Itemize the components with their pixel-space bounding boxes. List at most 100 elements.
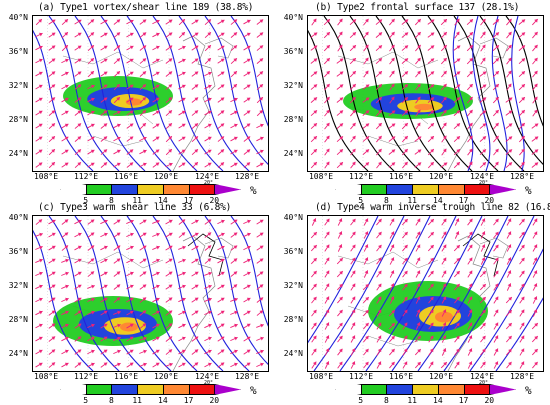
coastline bbox=[479, 237, 509, 259]
wind-vector bbox=[350, 161, 356, 169]
wind-vector-head bbox=[90, 32, 94, 36]
wind-vector-head bbox=[51, 362, 56, 366]
wind-vector bbox=[480, 335, 486, 343]
wind-vector-head bbox=[51, 58, 56, 62]
wind-vector bbox=[48, 284, 56, 290]
colorbar-unit: % bbox=[525, 384, 532, 397]
wind-vector bbox=[454, 361, 460, 369]
wind-vector-head bbox=[91, 323, 95, 328]
wind-vector bbox=[113, 19, 121, 25]
wind-vector-head bbox=[430, 219, 434, 223]
wind-vector-head bbox=[430, 309, 434, 314]
wind-vector-head bbox=[364, 270, 369, 274]
wind-vector bbox=[376, 135, 382, 143]
wind-vector-head bbox=[456, 71, 461, 75]
streamline bbox=[323, 16, 395, 171]
wind-vector-head bbox=[168, 136, 172, 140]
wind-vector-head bbox=[338, 44, 343, 49]
wind-vector-head bbox=[117, 349, 121, 354]
wind-vector-head bbox=[442, 270, 447, 275]
wind-vector-head bbox=[129, 162, 134, 166]
wind-vector bbox=[87, 149, 95, 155]
coastline bbox=[447, 35, 491, 171]
wind-vector bbox=[217, 297, 225, 303]
lon-label: 124°E bbox=[469, 172, 495, 181]
wind-vector-head bbox=[220, 149, 225, 153]
wind-vector-head bbox=[142, 310, 147, 314]
wind-vector-head bbox=[339, 335, 343, 340]
wind-vector bbox=[505, 296, 513, 304]
wind-vector-head bbox=[404, 136, 408, 140]
wind-vector-head bbox=[325, 361, 330, 365]
wind-vector-head bbox=[208, 271, 212, 276]
wind-vector-head bbox=[64, 136, 69, 141]
wind-vector-head bbox=[246, 136, 251, 140]
wind-vector-head bbox=[38, 349, 43, 354]
wind-vector-head bbox=[416, 270, 421, 275]
wind-vector bbox=[336, 58, 344, 64]
wind-vector bbox=[427, 161, 435, 169]
wind-vector bbox=[61, 149, 69, 155]
wind-vector-head bbox=[352, 135, 356, 140]
colorbar: 5 8 11 14 17 20 bbox=[335, 184, 516, 205]
wind-vector bbox=[350, 244, 356, 252]
wind-vector bbox=[191, 97, 199, 103]
wind-vector-head bbox=[494, 361, 499, 366]
wind-vector bbox=[492, 44, 500, 52]
wind-vector-head bbox=[246, 297, 251, 302]
wind-vector-head bbox=[313, 97, 318, 101]
wind-vector-head bbox=[51, 219, 56, 224]
wind-vector bbox=[61, 284, 69, 289]
wind-vector-head bbox=[377, 322, 382, 327]
wind-vector-head bbox=[313, 232, 317, 236]
wind-vector-head bbox=[130, 219, 134, 224]
wind-vector-head bbox=[233, 71, 237, 75]
wind-vector-head bbox=[534, 19, 538, 23]
colorbar-unit: % bbox=[250, 184, 257, 197]
panel-title: (c) Type3 warm shear line 33 (6.8%) bbox=[38, 202, 232, 213]
wind-vector bbox=[61, 71, 69, 77]
wind-vector-head bbox=[77, 149, 81, 153]
wind-vector bbox=[506, 44, 512, 52]
wind-vector bbox=[178, 31, 186, 39]
wind-vector-head bbox=[233, 284, 238, 288]
wind-vector bbox=[467, 231, 473, 239]
wind-vector-head bbox=[325, 148, 330, 153]
panel-title: (b) Type2 frontal surface 137 (28.1%) bbox=[315, 2, 520, 13]
wind-vector-head bbox=[155, 349, 160, 354]
wind-vector-head bbox=[352, 122, 356, 127]
wind-vector-head bbox=[312, 335, 317, 340]
wind-vector-head bbox=[469, 19, 473, 23]
wind-vector-head bbox=[51, 232, 56, 237]
wind-vector bbox=[415, 296, 421, 304]
wind-vector-head bbox=[168, 323, 173, 327]
wind-vector bbox=[178, 310, 186, 316]
wind-vector-head bbox=[416, 309, 421, 313]
wind-vector-head bbox=[116, 162, 121, 167]
wind-vector-head bbox=[246, 45, 251, 50]
lon-label: 112°E bbox=[348, 372, 374, 381]
wind-vector-head bbox=[182, 258, 186, 263]
wind-vector-head bbox=[116, 19, 121, 23]
wind-vector bbox=[480, 231, 486, 239]
wind-vector bbox=[74, 284, 82, 290]
wind-vector bbox=[414, 335, 422, 343]
wind-vector-head bbox=[482, 71, 487, 76]
wind-vector bbox=[532, 57, 538, 65]
wind-vector bbox=[178, 323, 186, 329]
wind-vector bbox=[388, 309, 396, 317]
wind-vector bbox=[350, 218, 356, 226]
wind-vector bbox=[74, 97, 82, 103]
wind-vector-head bbox=[129, 336, 134, 341]
wind-vector-head bbox=[430, 232, 434, 236]
wind-vector bbox=[61, 44, 69, 52]
wind-vector-head bbox=[313, 270, 317, 275]
wind-vector bbox=[401, 122, 409, 130]
wind-vector bbox=[311, 283, 317, 291]
wind-vector bbox=[389, 57, 395, 65]
wind-vector bbox=[454, 309, 460, 317]
wind-vector-head bbox=[51, 97, 56, 101]
wind-vector-head bbox=[469, 71, 473, 75]
wind-vector-head bbox=[338, 231, 343, 235]
wind-vector-head bbox=[364, 244, 369, 249]
